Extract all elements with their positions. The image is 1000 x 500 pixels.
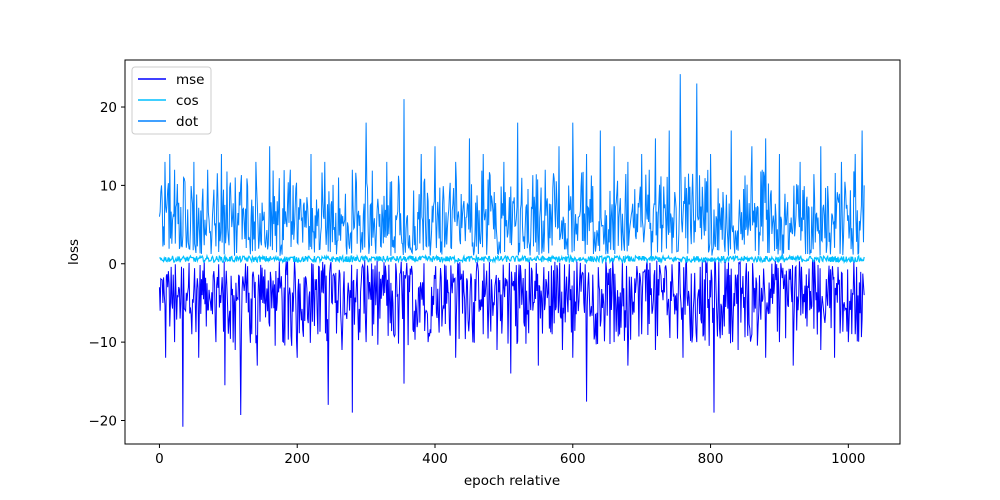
y-tick-label: 0 [108,257,117,273]
legend-box [131,66,212,135]
y-tick-label: 10 [100,178,117,194]
legend-label-mse: mse [176,72,205,88]
y-axis-label: loss [66,239,82,265]
y-tick-label: −10 [89,335,118,351]
x-tick-label: 200 [284,451,310,467]
series-line-cos [159,253,865,265]
legend-label-cos: cos [176,93,199,109]
x-tick-label: 0 [155,451,164,467]
series-layer [158,74,865,427]
x-tick-label: 1000 [831,451,865,467]
series-line-mse [158,259,865,427]
y-axis: −20 −10 0 10 20 [89,100,125,429]
x-axis: 0 200 400 600 800 1000 [155,444,866,467]
y-tick-label: −20 [89,413,118,429]
x-axis-label: epoch relative [464,473,560,489]
axes-frame [124,59,901,445]
y-tick-label: 20 [100,100,117,116]
legend: mse cos dot [131,66,212,135]
x-tick-label: 400 [422,451,448,467]
x-tick-label: 600 [560,451,586,467]
x-tick-label: 800 [698,451,724,467]
legend-label-dot: dot [176,114,198,130]
series-line-dot [158,74,865,256]
